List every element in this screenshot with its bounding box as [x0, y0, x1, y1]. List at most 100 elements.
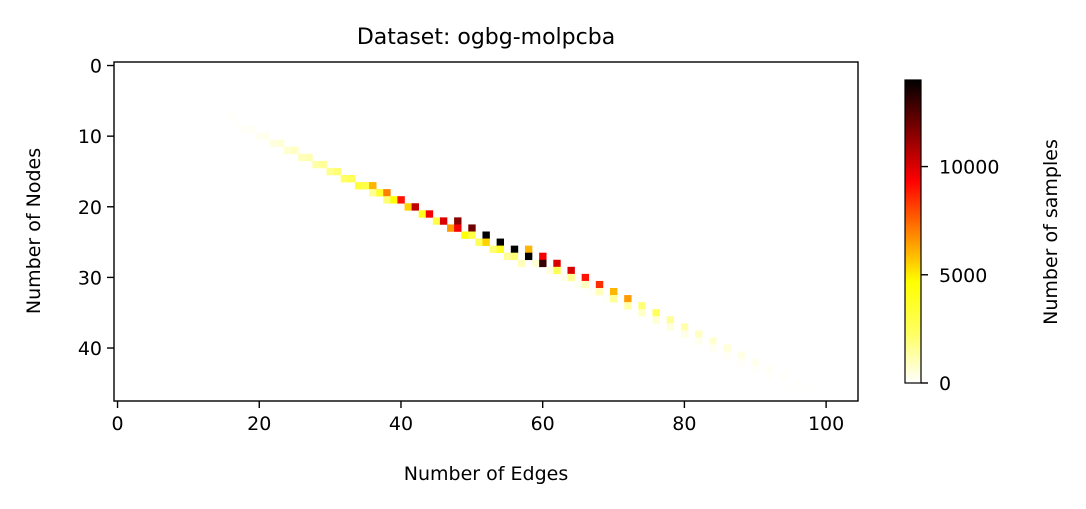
- heatmap-cell: [723, 351, 731, 359]
- heatmap-cell: [510, 252, 519, 261]
- heatmap-cell: [234, 118, 242, 126]
- heatmap-cell: [404, 203, 412, 211]
- heatmap-cell: [411, 203, 419, 211]
- x-axis: 0 20 40 60 80 100: [111, 401, 844, 435]
- heatmap-cell: [524, 252, 533, 261]
- heatmap-cell: [482, 231, 490, 239]
- heatmap-cell: [751, 358, 760, 366]
- heatmap-cell: [262, 132, 271, 140]
- heatmap-cell: [439, 217, 448, 225]
- heatmap-cell: [269, 139, 278, 148]
- heatmap-cell: [680, 330, 689, 338]
- heatmap-cell: [652, 309, 660, 317]
- colorbar-tick-label: 5000: [939, 265, 987, 287]
- heatmap-cell: [397, 196, 405, 204]
- heatmap-cell: [581, 273, 590, 282]
- heatmap-cell: [319, 160, 327, 169]
- heatmap-cell: [546, 266, 554, 275]
- heatmap-cell: [248, 125, 257, 133]
- heatmap-cell: [610, 295, 618, 303]
- chart-title: Dataset: ogbg-molpcba: [357, 25, 615, 50]
- heatmap-cell: [737, 358, 745, 366]
- plot-frame: [113, 61, 859, 402]
- colorbar-tick-label: 10000: [939, 157, 999, 179]
- y-tick-label: 20: [78, 197, 102, 219]
- heatmap-cell: [695, 337, 703, 345]
- x-tick-label: 60: [531, 413, 555, 435]
- heatmap-cell: [340, 175, 349, 183]
- heatmap-cell: [241, 125, 249, 133]
- heatmap-cell: [574, 280, 582, 289]
- heatmap-cell: [638, 302, 646, 310]
- heatmap-cell: [588, 288, 597, 296]
- heatmap-cell: [383, 189, 391, 197]
- y-axis-label: Number of Nodes: [23, 148, 45, 314]
- heatmap-cell: [383, 196, 391, 204]
- heatmap-cell: [503, 252, 512, 261]
- heatmap-cell: [276, 139, 285, 148]
- heatmap-cell: [539, 252, 547, 261]
- heatmap-cell: [454, 217, 462, 225]
- heatmap-cell: [312, 160, 320, 169]
- heatmap-cell: [517, 259, 526, 268]
- heatmap-cell: [680, 323, 689, 331]
- colorbar: 0 5000 10000 Number of samples: [904, 79, 1062, 395]
- colorbar-tick-label: 0: [939, 373, 951, 395]
- colorbar-gradient: [904, 79, 922, 384]
- heatmap-cell: [560, 273, 568, 282]
- heatmap-cell: [510, 245, 519, 253]
- heatmap-cell: [376, 189, 384, 197]
- heatmap-cell: [362, 182, 370, 190]
- x-tick-label: 0: [111, 413, 123, 435]
- heatmap-cell: [369, 189, 377, 197]
- heatmap-cell: [567, 273, 575, 282]
- heatmap-cell: [709, 344, 717, 352]
- heatmap-cell: [333, 167, 342, 176]
- heatmap-cell: [432, 217, 441, 225]
- heatmap-cell: [624, 295, 632, 303]
- heatmap-cell: [482, 238, 490, 246]
- heatmap-cell: [652, 316, 660, 324]
- heatmap-cell: [418, 210, 427, 218]
- heatmap-cell: [347, 175, 356, 183]
- heatmap-cell: [496, 238, 505, 246]
- colorbar-ticks: 0 5000 10000: [921, 157, 999, 395]
- heatmap-cell: [284, 146, 292, 155]
- heatmap-cell: [624, 302, 632, 310]
- heatmap-cells: [227, 111, 816, 395]
- heatmap-cell: [255, 132, 264, 140]
- heatmap-cell: [595, 288, 604, 296]
- heatmap-cell: [326, 167, 334, 176]
- heatmap-cell: [695, 330, 703, 338]
- heatmap-cell: [468, 231, 476, 239]
- heatmap-cell: [305, 153, 313, 162]
- heatmap-cell: [610, 288, 618, 296]
- heatmap-cell: [709, 337, 717, 345]
- x-axis-label: Number of Edges: [404, 463, 568, 485]
- heatmap-cell: [666, 323, 675, 331]
- heatmap-cell: [581, 280, 590, 289]
- x-tick-label: 80: [672, 413, 696, 435]
- heatmap-cell: [454, 224, 462, 232]
- y-tick-label: 30: [78, 267, 102, 289]
- heatmap-cell: [602, 295, 611, 303]
- heatmap-cell: [794, 379, 802, 388]
- heatmap-cell: [390, 196, 398, 204]
- heatmap-cell: [539, 259, 547, 268]
- heatmap-cell: [666, 316, 675, 324]
- heatmap-cell: [475, 238, 483, 246]
- heatmap-cell: [737, 351, 745, 359]
- heatmap-cell: [468, 224, 476, 232]
- heatmap-cell: [461, 231, 469, 239]
- heatmap-cell: [553, 266, 561, 275]
- x-tick-label: 20: [247, 413, 271, 435]
- heatmap-cell: [765, 365, 774, 374]
- y-tick-label: 0: [90, 56, 102, 78]
- heatmap-cell: [425, 210, 434, 218]
- heatmap-cell: [553, 259, 561, 268]
- heatmap-cell: [723, 344, 731, 352]
- y-tick-label: 10: [78, 126, 102, 148]
- heatmap-cell: [227, 111, 235, 119]
- heatmap-cell: [765, 372, 774, 381]
